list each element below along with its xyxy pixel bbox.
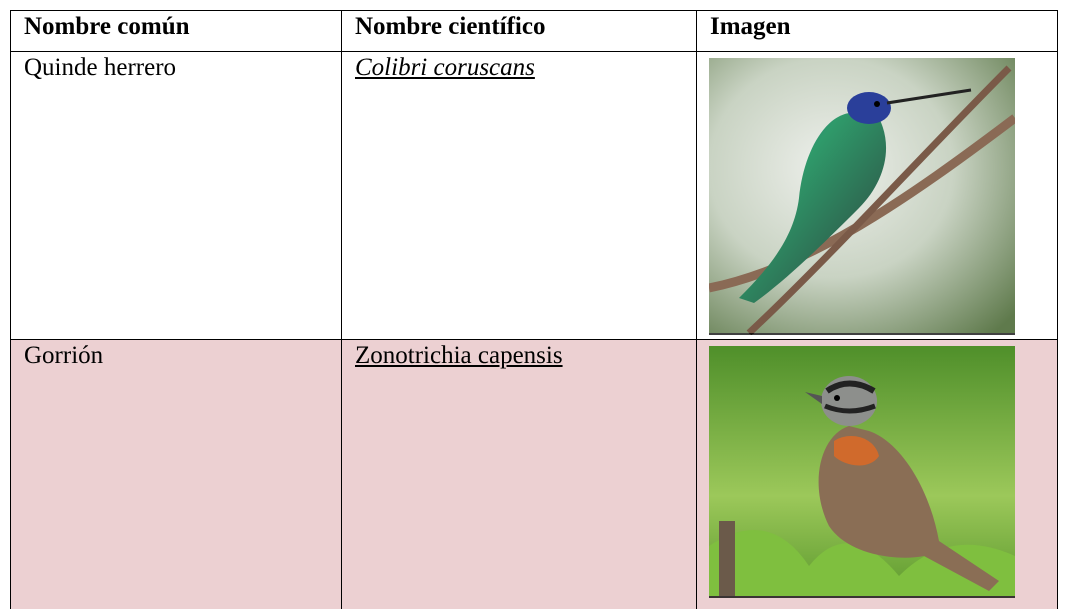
- scientific-name: Colibri coruscans: [355, 54, 535, 81]
- common-name: Gorrión: [10, 339, 341, 609]
- scientific-name-cell: Colibri coruscans: [341, 51, 696, 339]
- image-cell: [696, 51, 1058, 339]
- header-cell: Nombre científico: [341, 10, 696, 51]
- scientific-name-cell: Zonotrichia capensis: [341, 339, 696, 609]
- hummingbird-image: [709, 58, 1015, 335]
- header-cell: Nombre común: [10, 10, 341, 51]
- header-cell: Imagen: [696, 10, 1058, 51]
- image-cell: [696, 339, 1058, 609]
- sparrow-image: [709, 346, 1015, 598]
- common-name: Quinde herrero: [10, 51, 341, 339]
- scientific-name: Zonotrichia capensis: [355, 342, 563, 369]
